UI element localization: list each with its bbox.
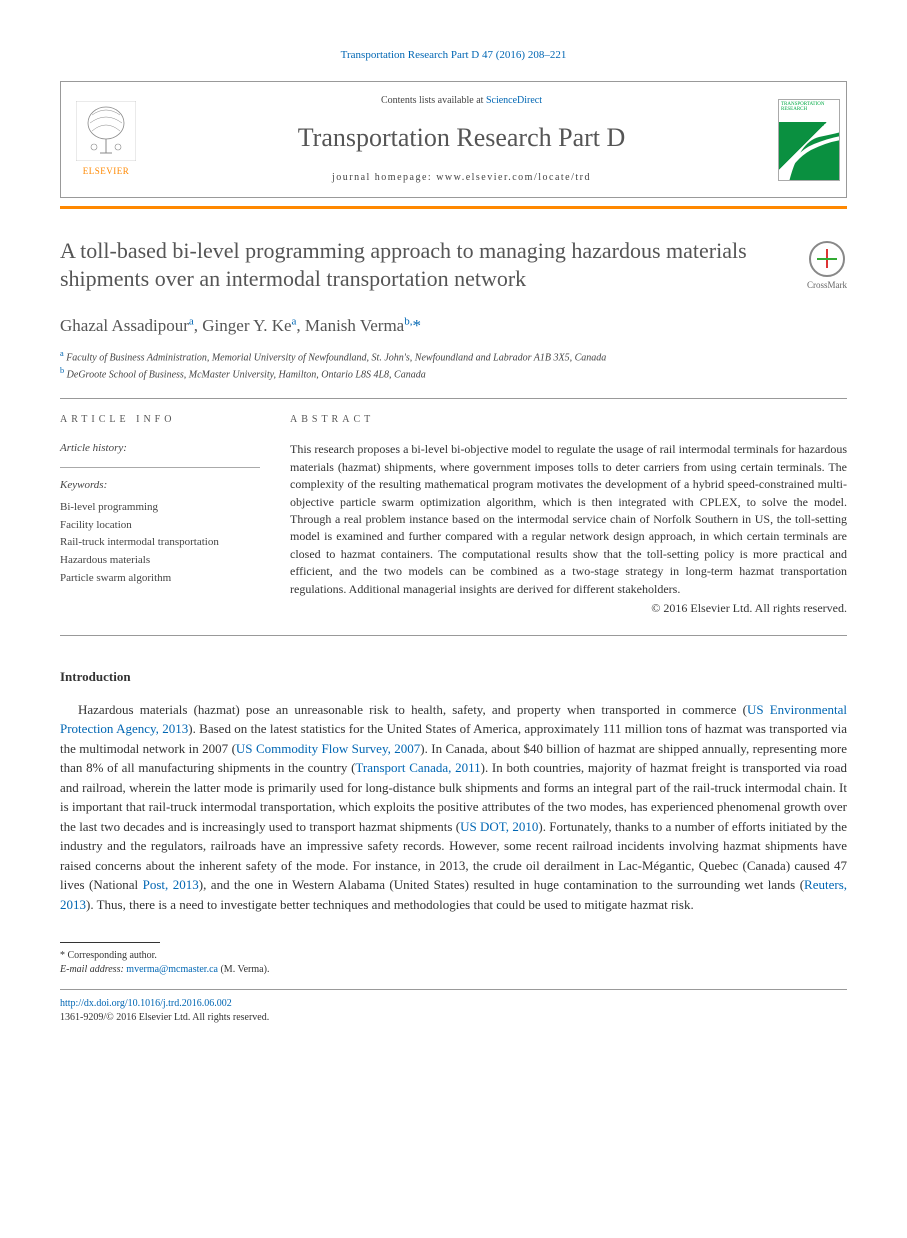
elsevier-tree-icon <box>76 101 136 161</box>
journal-cover: TRANSPORTATION RESEARCH <box>772 82 846 196</box>
footnote-divider <box>60 942 160 943</box>
homepage-url[interactable]: www.elsevier.com/locate/trd <box>436 172 591 183</box>
author-2: Ginger Y. Ke <box>202 316 291 335</box>
doi-link[interactable]: http://dx.doi.org/10.1016/j.trd.2016.06.… <box>60 996 847 1011</box>
citation-link[interactable]: US Commodity Flow Survey, 2007 <box>236 741 420 756</box>
publisher-name: ELSEVIER <box>83 165 130 178</box>
footer-divider <box>60 989 847 990</box>
issn-copyright: 1361-9209/© 2016 Elsevier Ltd. All right… <box>60 1011 847 1025</box>
keyword: Facility location <box>60 517 260 535</box>
article-info-label: ARTICLE INFO <box>60 413 260 427</box>
contents-prefix: Contents lists available at <box>381 95 486 106</box>
intro-paragraph: Hazardous materials (hazmat) pose an unr… <box>60 700 847 915</box>
divider <box>60 635 847 636</box>
cover-title: TRANSPORTATION RESEARCH <box>779 100 839 122</box>
section-heading-introduction: Introduction <box>60 668 847 686</box>
journal-homepage: journal homepage: www.elsevier.com/locat… <box>332 171 591 185</box>
citation-link[interactable]: US DOT, 2010 <box>460 819 538 834</box>
keywords-head: Keywords: <box>60 478 260 493</box>
article-title: A toll-based bi-level programming approa… <box>60 237 787 294</box>
sciencedirect-link[interactable]: ScienceDirect <box>486 95 542 106</box>
corresponding-mark: * <box>412 316 421 335</box>
article-info-column: ARTICLE INFO Article history: Keywords: … <box>60 413 260 616</box>
corresponding-author-note: * Corresponding author. <box>60 949 847 963</box>
abstract-label: ABSTRACT <box>290 413 847 427</box>
abstract-column: ABSTRACT This research proposes a bi-lev… <box>290 413 847 616</box>
citation-link[interactable]: Post, 2013 <box>143 877 199 892</box>
crossmark-badge[interactable]: CrossMark <box>807 241 847 292</box>
publisher-logo: ELSEVIER <box>61 82 151 196</box>
article-history-head: Article history: <box>60 441 260 456</box>
author-1: Ghazal Assadipour <box>60 316 189 335</box>
contents-available: Contents lists available at ScienceDirec… <box>381 94 542 108</box>
keyword: Hazardous materials <box>60 552 260 570</box>
citation-link[interactable]: Transport Canada, 2011 <box>355 760 480 775</box>
separator-bar <box>60 206 847 209</box>
keyword: Rail-truck intermodal transportation <box>60 534 260 552</box>
crossmark-icon <box>809 241 845 277</box>
authors-line: Ghazal Assadipoura, Ginger Y. Kea, Manis… <box>60 314 847 338</box>
cover-swoosh-icon <box>779 132 840 181</box>
abstract-copyright: © 2016 Elsevier Ltd. All rights reserved… <box>290 600 847 617</box>
crossmark-label: CrossMark <box>807 279 847 292</box>
keywords-block: Keywords: Bi-level programming Facility … <box>60 478 260 587</box>
abstract-text: This research proposes a bi-level bi-obj… <box>290 441 847 598</box>
keyword: Bi-level programming <box>60 499 260 517</box>
author-3: Manish Verma <box>305 316 404 335</box>
author-email-link[interactable]: mverma@mcmaster.ca <box>126 964 218 975</box>
email-footnote: E-mail address: mverma@mcmaster.ca (M. V… <box>60 963 847 977</box>
affiliation-b: DeGroote School of Business, McMaster Un… <box>67 369 426 380</box>
journal-title: Transportation Research Part D <box>298 120 626 156</box>
affiliations: a Faculty of Business Administration, Me… <box>60 348 847 383</box>
keyword: Particle swarm algorithm <box>60 570 260 588</box>
affiliation-a: Faculty of Business Administration, Memo… <box>66 352 606 363</box>
journal-header: ELSEVIER Contents lists available at Sci… <box>60 81 847 197</box>
info-divider <box>60 467 260 468</box>
citation-line: Transportation Research Part D 47 (2016)… <box>60 48 847 63</box>
